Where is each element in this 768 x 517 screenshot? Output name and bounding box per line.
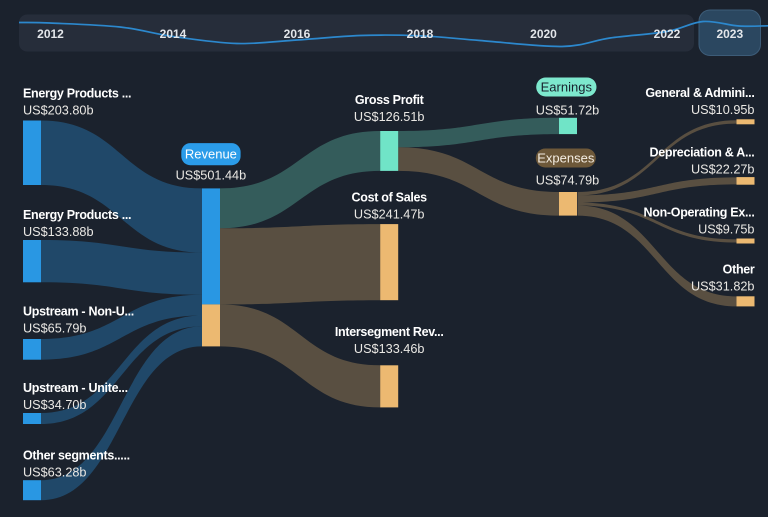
svg-text:2022: 2022	[654, 27, 681, 41]
svg-text:Non-Operating Ex...: Non-Operating Ex...	[644, 206, 755, 220]
svg-text:US$65.79b: US$65.79b	[23, 322, 87, 336]
svg-text:US$63.28b: US$63.28b	[23, 466, 87, 480]
svg-text:US$31.82b: US$31.82b	[691, 280, 755, 294]
svg-text:US$126.51b: US$126.51b	[354, 110, 425, 124]
svg-text:Energy Products ...: Energy Products ...	[23, 208, 131, 222]
svg-text:Upstream - Unite...: Upstream - Unite...	[23, 381, 128, 395]
svg-text:US$22.27b: US$22.27b	[691, 163, 755, 177]
svg-text:2020: 2020	[530, 27, 557, 41]
svg-text:US$10.95b: US$10.95b	[691, 103, 755, 117]
svg-text:2014: 2014	[160, 27, 187, 41]
svg-text:Revenue: Revenue	[185, 147, 237, 162]
svg-text:2016: 2016	[284, 27, 311, 41]
svg-text:General & Admini...: General & Admini...	[645, 86, 754, 100]
svg-text:2018: 2018	[407, 27, 434, 41]
svg-text:Gross Profit: Gross Profit	[355, 93, 425, 107]
svg-text:Expenses: Expenses	[537, 150, 595, 165]
svg-text:US$203.80b: US$203.80b	[23, 104, 94, 118]
svg-text:US$133.88b: US$133.88b	[23, 225, 94, 239]
svg-text:2012: 2012	[37, 27, 64, 41]
svg-text:US$51.72b: US$51.72b	[536, 104, 600, 118]
svg-text:Other: Other	[723, 263, 755, 277]
svg-text:Depreciation & A...: Depreciation & A...	[650, 146, 755, 160]
svg-text:US$9.75b: US$9.75b	[698, 223, 754, 237]
svg-text:2023: 2023	[716, 27, 743, 41]
svg-text:US$241.47b: US$241.47b	[354, 208, 425, 222]
svg-text:US$74.79b: US$74.79b	[536, 174, 600, 188]
svg-text:US$34.70b: US$34.70b	[23, 398, 87, 412]
svg-text:Upstream - Non-U...: Upstream - Non-U...	[23, 305, 134, 319]
svg-text:Energy Products ...: Energy Products ...	[23, 87, 131, 101]
svg-text:Earnings: Earnings	[541, 79, 593, 94]
svg-text:US$501.44b: US$501.44b	[176, 169, 247, 183]
svg-text:Other segments.....: Other segments.....	[23, 449, 130, 463]
svg-text:Intersegment Rev...: Intersegment Rev...	[335, 325, 444, 339]
svg-text:Cost of Sales: Cost of Sales	[352, 191, 428, 205]
svg-text:US$133.46b: US$133.46b	[354, 342, 425, 356]
